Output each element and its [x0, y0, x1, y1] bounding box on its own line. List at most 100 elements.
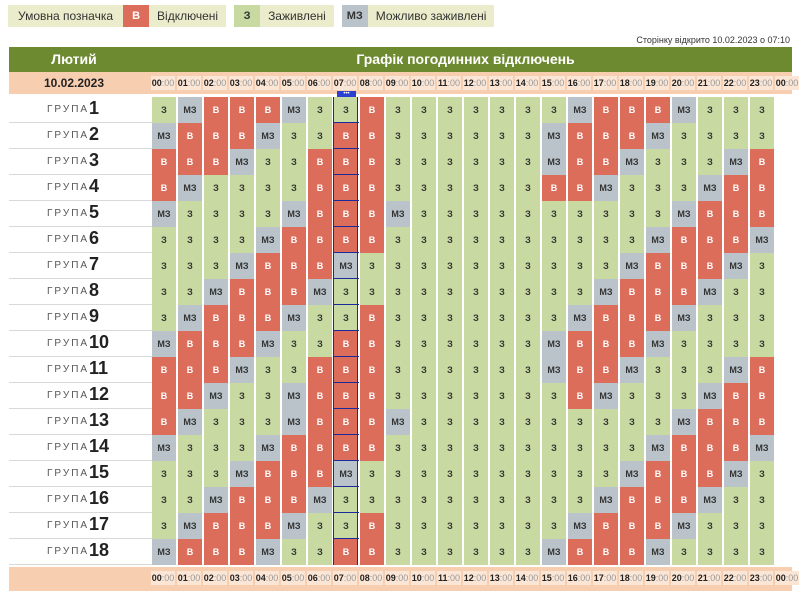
- schedule-cell: МЗ: [646, 435, 671, 461]
- group-number: 13: [89, 410, 110, 430]
- top-hour-15: 15:00: [541, 76, 565, 90]
- group-row-9: ГРУПА 9 З МЗ В В В МЗ З З В З З З З З З З МЗ В В В МЗ З З З: [9, 305, 792, 331]
- schedule-cell: МЗ: [698, 175, 723, 201]
- schedule-cell: МЗ: [178, 409, 203, 435]
- group-number: 16: [89, 488, 110, 508]
- group-word: ГРУПА: [47, 338, 90, 349]
- top-hour-1: 01:00: [177, 76, 201, 90]
- schedule-cell: З: [750, 279, 775, 305]
- schedule-cell: З: [516, 305, 541, 331]
- schedule-cell: З: [334, 305, 359, 331]
- schedule-cell: МЗ: [386, 201, 411, 227]
- schedule-cell: МЗ: [542, 123, 567, 149]
- schedule-cell: З: [438, 97, 463, 123]
- schedule-cell: В: [282, 253, 307, 279]
- schedule-cell: МЗ: [308, 487, 333, 513]
- schedule-cell: В: [360, 201, 385, 227]
- group-row-14: ГРУПА 14 МЗ З З З МЗ В В В В З З З З З З З З З З МЗ В В В МЗ: [9, 435, 792, 461]
- schedule-cell: З: [516, 201, 541, 227]
- schedule-cell: МЗ: [724, 253, 749, 279]
- schedule-cell: З: [438, 331, 463, 357]
- bottom-hour-13: 13:00: [489, 571, 513, 585]
- schedule-cell: В: [620, 513, 645, 539]
- schedule-cell: З: [464, 279, 489, 305]
- schedule-cell: З: [386, 253, 411, 279]
- schedule-cell: З: [594, 253, 619, 279]
- bottom-hour-18: 18:00: [619, 571, 643, 585]
- group-word: ГРУПА: [47, 104, 90, 115]
- group-row-3: ГРУПА 3 В В В МЗ З З В В В З З З З З З МЗ В В МЗ З З З МЗ В: [9, 149, 792, 175]
- schedule-cell: МЗ: [152, 435, 177, 461]
- schedule-cell: В: [724, 227, 749, 253]
- group-label: ГРУПА 16: [9, 487, 152, 513]
- schedule-cell: З: [568, 201, 593, 227]
- group-number: 9: [89, 306, 100, 326]
- schedule-cell: З: [620, 201, 645, 227]
- schedule-cell: З: [438, 123, 463, 149]
- schedule-cell: МЗ: [256, 435, 281, 461]
- schedule-cell: В: [750, 201, 775, 227]
- bottom-hour-7: 07:00: [333, 571, 357, 585]
- schedule-cell: В: [152, 357, 177, 383]
- legend-maybe-text: Можливо заживлені: [367, 5, 495, 27]
- schedule-cell: МЗ: [698, 487, 723, 513]
- schedule-cell: З: [308, 539, 333, 565]
- schedule-cell: В: [594, 305, 619, 331]
- schedule-cell: МЗ: [646, 227, 671, 253]
- schedule-cell: МЗ: [542, 149, 567, 175]
- schedule-cell: З: [386, 461, 411, 487]
- group-row-17: ГРУПА 17 З МЗ В В В МЗ З З В З З З З З З З МЗ В В В МЗ З З З: [9, 513, 792, 539]
- schedule-cell: З: [724, 513, 749, 539]
- schedule-cell: З: [412, 513, 437, 539]
- schedule-cell: МЗ: [750, 435, 775, 461]
- schedule-cell: МЗ: [672, 305, 697, 331]
- schedule-cell: В: [308, 201, 333, 227]
- schedule-cell: З: [438, 357, 463, 383]
- schedule-cell: В: [308, 357, 333, 383]
- schedule-cell: З: [386, 227, 411, 253]
- schedule-cell: В: [230, 123, 255, 149]
- schedule-cell: З: [672, 539, 697, 565]
- schedule-cell: В: [308, 149, 333, 175]
- group-number: 17: [89, 514, 110, 534]
- schedule-cell: З: [698, 149, 723, 175]
- schedule-cell: В: [360, 435, 385, 461]
- schedule-cell: МЗ: [334, 253, 359, 279]
- schedule-cell: МЗ: [230, 149, 255, 175]
- schedule-cell: З: [204, 461, 229, 487]
- schedule-cell: З: [594, 409, 619, 435]
- schedule-cell: МЗ: [646, 539, 671, 565]
- current-hour-separator: [334, 434, 359, 435]
- top-hour-0: 00:00: [151, 76, 175, 90]
- schedule-cell: З: [412, 487, 437, 513]
- schedule-cell: З: [750, 123, 775, 149]
- schedule-cell: З: [282, 149, 307, 175]
- schedule-cell: З: [282, 175, 307, 201]
- schedule-cell: З: [308, 97, 333, 123]
- schedule-cell: В: [256, 253, 281, 279]
- schedule-cell: В: [594, 539, 619, 565]
- schedule-cell: З: [412, 149, 437, 175]
- schedule-cell: З: [386, 383, 411, 409]
- schedule-cell: З: [178, 461, 203, 487]
- schedule-cell: З: [412, 97, 437, 123]
- schedule-cell: З: [438, 487, 463, 513]
- schedule-cell: В: [568, 331, 593, 357]
- group-number: 5: [89, 202, 100, 222]
- current-hour-separator: [334, 148, 359, 149]
- schedule-cell: З: [542, 435, 567, 461]
- schedule-cell: З: [750, 513, 775, 539]
- schedule-cell: З: [672, 383, 697, 409]
- schedule-cell: З: [542, 409, 567, 435]
- schedule-cell: З: [594, 461, 619, 487]
- schedule-cell: З: [334, 279, 359, 305]
- schedule-cell: З: [750, 487, 775, 513]
- schedule-cell: З: [204, 253, 229, 279]
- schedule-cell: МЗ: [282, 97, 307, 123]
- page-opened-timestamp: Сторінку відкрито 10.02.2023 о 07:10: [636, 35, 790, 45]
- group-word: ГРУПА: [47, 234, 90, 245]
- schedule-cell: В: [360, 149, 385, 175]
- schedule-cell: З: [152, 97, 177, 123]
- schedule-cell: З: [620, 383, 645, 409]
- group-row-16: ГРУПА 16 З З МЗ В В В МЗ З З З З З З З З З З МЗ В В В МЗ З З: [9, 487, 792, 513]
